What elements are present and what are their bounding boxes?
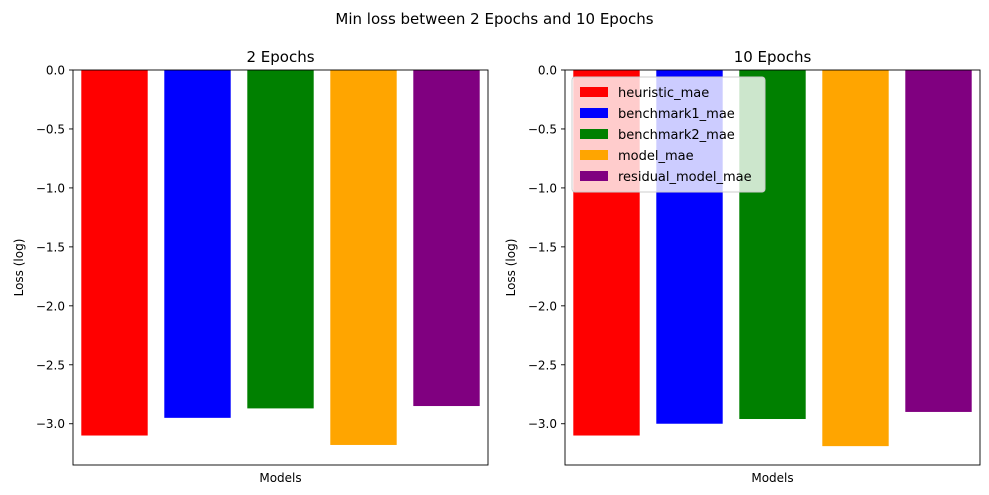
legend-entry-model_mae: model_mae [618,149,694,164]
y-axis-label: Loss (log) [504,239,518,297]
legend-entry-heuristic_mae: heuristic_mae [618,86,709,101]
y-tick-label: 0.0 [46,64,65,78]
bar-benchmark1_mae [164,70,231,418]
legend: heuristic_mae benchmark1_mae benchmark2_ma… [571,76,766,193]
legend-swatch-heuristic_mae [580,87,608,97]
y-tick-label: −0.5 [36,122,65,136]
x-axis-label: Models [259,471,301,485]
legend-entry-benchmark2_mae: benchmark2_mae [618,128,735,143]
bar-residual_model_mae [413,70,480,407]
legend-swatch-residual_model_mae [580,171,608,181]
subplot-title: 2 Epochs [246,48,314,66]
legend-entry-benchmark1_mae: benchmark1_mae [618,107,735,122]
bar-model_mae [330,70,397,445]
y-tick-label: −2.5 [36,358,65,372]
axes-frame [72,69,489,466]
y-axis-label: Loss (log) [12,239,26,297]
subplot-title: 10 Epochs [734,48,812,66]
y-tick-label: −1.0 [528,181,557,195]
y-tick-label: −2.0 [528,299,557,313]
bar-model_mae [822,70,889,447]
y-tick-label: −2.0 [36,299,65,313]
legend-swatch-benchmark1_mae [580,108,608,118]
y-tick-label: −3.0 [36,417,65,431]
legend-box [571,76,766,193]
subplot-2: 0.0 −0.5 −1.0 −1.5 −2.0 −2.5 −3.0 10 Epochs Mode… [504,48,981,485]
y-tick-label: −1.5 [36,240,65,254]
figure-title: Min loss between 2 Epochs and 10 Epochs [335,10,653,28]
y-tick-label: −3.0 [528,417,557,431]
y-tick-label: −0.5 [528,122,557,136]
y-tick-label: 0.0 [538,64,557,78]
legend-swatch-model_mae [580,150,608,160]
bar-residual_model_mae [905,70,972,412]
legend-swatch-benchmark2_mae [580,129,608,139]
bar-heuristic_mae [81,70,148,436]
axes-frame [564,69,981,466]
subplots: 0.0 −0.5 −1.0 −1.5 −2.0 −2.5 −3.0 2 Epochs Model… [12,48,981,485]
legend-entry-residual_model_mae: residual_model_mae [618,170,752,185]
x-axis-label: Models [751,471,793,485]
y-tick-label: −1.0 [36,181,65,195]
y-tick-label: −1.5 [528,240,557,254]
y-tick-label: −2.5 [528,358,557,372]
subplot-1: 0.0 −0.5 −1.0 −1.5 −2.0 −2.5 −3.0 2 Epochs Model… [12,48,489,485]
bar-benchmark2_mae [247,70,314,409]
